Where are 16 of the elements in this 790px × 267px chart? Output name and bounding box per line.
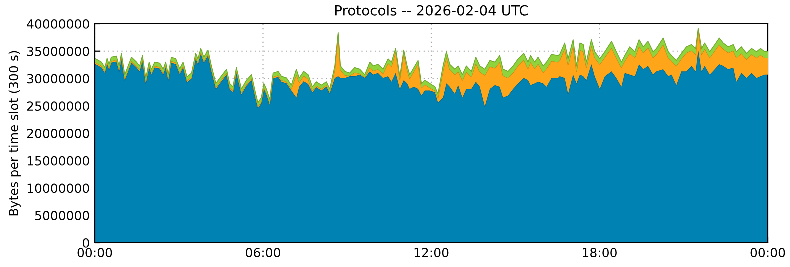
x-tick-label: 00:00 [78,248,112,258]
y-tick-label: 5000000 [35,211,90,221]
chart-title: Protocols -- 2026-02-04 UTC [336,5,528,16]
x-tick-label: 00:00 [750,248,786,258]
y-tick-label: 35000000 [27,46,90,56]
y-tick-label: 0 [83,238,90,248]
y-tick-label: 40000000 [27,19,90,29]
x-tick-label: 12:00 [414,248,449,258]
y-tick-label: 10000000 [28,184,90,194]
y-tick-label: 30000000 [27,74,90,84]
y-tick-label: 15000000 [28,156,90,166]
y-tick-label: 20000000 [27,128,90,138]
y-tick-label: 25000000 [27,102,90,112]
x-tick-label: 06:00 [246,248,280,258]
x-tick-label: 18:00 [583,248,617,258]
y-axis-title: Bytes per time slot (300 s) [8,51,21,216]
